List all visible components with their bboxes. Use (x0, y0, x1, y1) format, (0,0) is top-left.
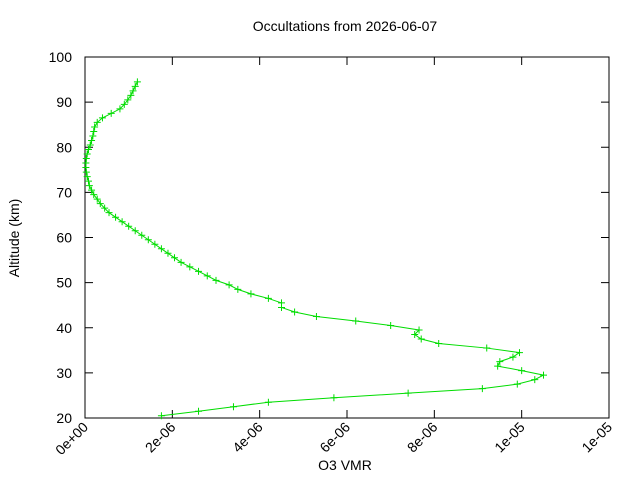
data-point (83, 150, 91, 158)
data-line (85, 81, 545, 417)
data-point (120, 100, 128, 108)
data-point (509, 353, 517, 361)
y-tick-label: 40 (56, 320, 72, 336)
data-point (195, 407, 203, 415)
data-point (101, 204, 109, 212)
data-point (404, 389, 412, 397)
data-point (157, 245, 165, 253)
data-point (91, 123, 99, 131)
data-point (93, 118, 101, 126)
data-point (483, 344, 491, 352)
y-tick-label: 60 (56, 230, 72, 246)
data-point (133, 78, 141, 86)
data-point (83, 173, 91, 181)
data-point (264, 398, 272, 406)
data-point (93, 195, 101, 203)
data-point (90, 127, 98, 135)
data-point (415, 326, 423, 334)
data-point (112, 213, 120, 221)
data-point (144, 236, 152, 244)
plot-frame (84, 56, 610, 419)
data-point (494, 362, 502, 370)
data-point (164, 249, 172, 257)
data-point (195, 267, 203, 275)
data-point (387, 321, 395, 329)
data-point (478, 385, 486, 393)
data-point (291, 308, 299, 316)
data-point (131, 227, 139, 235)
data-point (411, 331, 419, 339)
data-point (88, 186, 96, 194)
data-point (171, 254, 179, 262)
data-point (540, 371, 547, 379)
y-tick-label: 30 (56, 365, 72, 381)
x-axis-label: O3 VMR (318, 457, 372, 473)
data-point (151, 240, 159, 248)
y-axis-label: Altitude (km) (6, 199, 22, 278)
data-point (312, 312, 320, 320)
data-point (105, 209, 113, 217)
y-tick-label: 50 (56, 275, 72, 291)
data-point (435, 340, 443, 348)
data-point (84, 177, 92, 185)
data-point (157, 412, 165, 420)
data-point (85, 182, 93, 190)
data-point (278, 299, 285, 307)
chart-title: Occultations from 2026-06-07 (253, 18, 438, 34)
data-point (352, 317, 360, 325)
y-tick-label: 100 (49, 49, 73, 65)
x-tick-label: 4e-06 (229, 419, 266, 456)
data-point (247, 290, 255, 298)
data-point (212, 276, 220, 284)
data-point (264, 294, 272, 302)
data-point (118, 218, 126, 226)
y-tick-label: 20 (56, 410, 72, 426)
data-point (203, 272, 211, 280)
data-point (107, 109, 115, 117)
data-point (90, 191, 98, 199)
data-point (234, 285, 242, 293)
data-point (84, 146, 92, 154)
data-point (177, 258, 185, 266)
data-point (496, 358, 504, 366)
data-point (131, 82, 139, 90)
x-tick-label: 8e-06 (404, 419, 441, 456)
data-point (330, 394, 338, 402)
data-point (88, 136, 96, 144)
x-tick-label: 1e-05 (578, 419, 615, 456)
x-tick-label: 2e-06 (142, 419, 179, 456)
x-tick-label: 1e-05 (491, 419, 528, 456)
data-point (116, 105, 124, 113)
data-point (225, 281, 233, 289)
data-point (229, 403, 237, 411)
data-point (515, 349, 523, 357)
data-point (125, 222, 133, 230)
y-tick-label: 70 (56, 184, 72, 200)
data-point (96, 200, 104, 208)
data-point (518, 367, 526, 375)
data-point (124, 96, 132, 104)
data-point (129, 87, 137, 95)
data-point (82, 155, 90, 163)
data-point (138, 231, 146, 239)
data-point (186, 263, 194, 271)
data-point (89, 132, 97, 140)
data-point (127, 91, 135, 99)
data-point (417, 335, 425, 343)
data-point (513, 380, 521, 388)
data-point (86, 141, 94, 149)
y-tick-label: 90 (56, 94, 72, 110)
y-tick-label: 80 (56, 139, 72, 155)
data-point (531, 376, 539, 384)
data-point (98, 114, 106, 122)
x-tick-label: 6e-06 (316, 419, 353, 456)
